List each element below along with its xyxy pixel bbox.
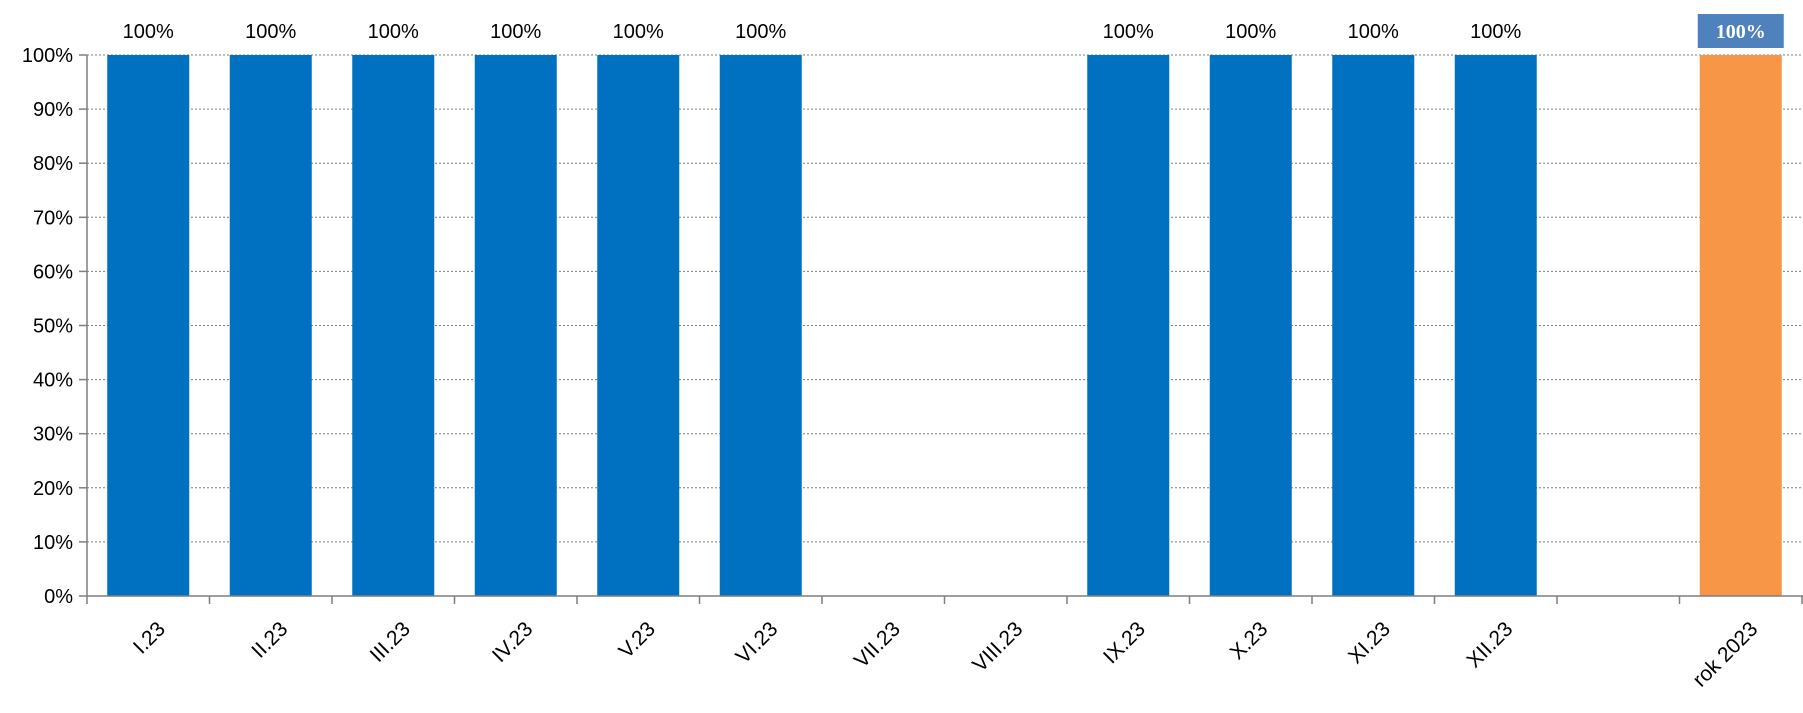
y-tick-label: 10% bbox=[33, 532, 73, 554]
month-bar bbox=[1087, 55, 1170, 596]
x-category-label: III.23 bbox=[366, 617, 415, 666]
annual-data-label: 100% bbox=[1716, 21, 1766, 43]
x-category-label: II.23 bbox=[247, 617, 292, 662]
data-label: 100% bbox=[368, 21, 419, 43]
data-label: 100% bbox=[123, 21, 174, 43]
month-bar bbox=[1209, 55, 1292, 596]
y-tick-label: 30% bbox=[33, 424, 73, 446]
y-tick-label: 90% bbox=[33, 99, 73, 121]
data-label: 100% bbox=[1225, 21, 1276, 43]
x-category-label: VI.23 bbox=[732, 617, 783, 668]
month-bar bbox=[1454, 55, 1537, 596]
gridlines bbox=[87, 54, 1803, 543]
y-tick-label: 80% bbox=[33, 153, 73, 175]
month-bar bbox=[229, 55, 312, 596]
y-tick-label: 70% bbox=[33, 207, 73, 229]
y-tick-label: 40% bbox=[33, 370, 73, 392]
x-category-label: VII.23 bbox=[850, 617, 905, 672]
y-tick-label: 0% bbox=[44, 586, 73, 608]
data-label: 100% bbox=[1348, 21, 1399, 43]
data-label: 100% bbox=[245, 21, 296, 43]
month-bar bbox=[352, 55, 435, 596]
data-label: 100% bbox=[1103, 21, 1154, 43]
x-category-label: IX.23 bbox=[1099, 617, 1150, 668]
x-category-label: IV.23 bbox=[488, 617, 538, 667]
month-bar bbox=[107, 55, 190, 596]
y-tick-label: 20% bbox=[33, 478, 73, 500]
x-category-label: XII.23 bbox=[1462, 617, 1517, 672]
bars bbox=[107, 55, 1782, 596]
month-bar bbox=[1332, 55, 1415, 596]
annual-data-label-box bbox=[1697, 14, 1784, 48]
y-tick-label: 100% bbox=[22, 45, 73, 67]
month-bar bbox=[597, 55, 680, 596]
month-bar bbox=[474, 55, 557, 596]
annual-bar bbox=[1699, 55, 1782, 596]
axes bbox=[79, 54, 1803, 604]
data-label: 100% bbox=[735, 21, 786, 43]
y-tick-label: 60% bbox=[33, 261, 73, 283]
data-label: 100% bbox=[613, 21, 664, 43]
x-category-label: rok 2023 bbox=[1688, 617, 1762, 691]
y-tick-label: 50% bbox=[33, 316, 73, 338]
x-category-label: V.23 bbox=[615, 617, 660, 662]
x-category-label: X.23 bbox=[1226, 617, 1273, 664]
data-label: 100% bbox=[490, 21, 541, 43]
x-category-label: I.23 bbox=[129, 617, 170, 658]
data-label: 100% bbox=[1470, 21, 1521, 43]
x-category-label: XI.23 bbox=[1344, 617, 1395, 668]
month-bar bbox=[719, 55, 802, 596]
x-category-label: VIII.23 bbox=[968, 617, 1027, 676]
